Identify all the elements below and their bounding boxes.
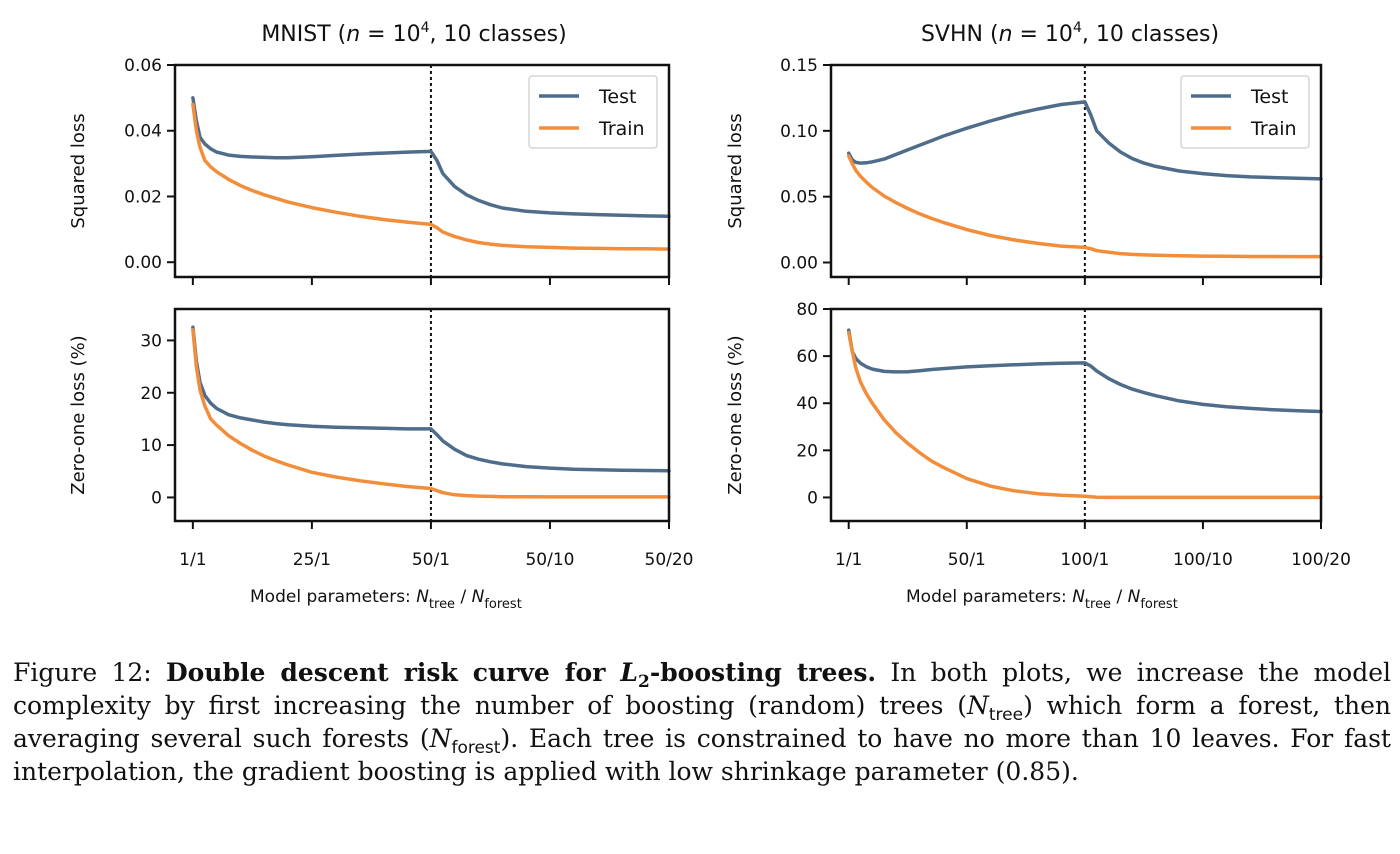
svhn-title: SVHN (n = 104, 10 classes) xyxy=(921,20,1219,47)
y-tick-label: 40 xyxy=(796,394,818,414)
legend-label-train: Train xyxy=(598,118,645,140)
y-tick-label: 0.06 xyxy=(124,56,162,76)
plot-frame xyxy=(173,63,671,279)
y-tick-label: 20 xyxy=(796,441,818,461)
mnist-xaxis-label: Model parameters: Ntree / Nforest xyxy=(250,587,522,612)
caption-text-1: In both plots, we increase the model com… xyxy=(13,658,1392,720)
y-tick-label: 0.10 xyxy=(780,122,818,142)
x-tick-label: 100/10 xyxy=(1173,550,1233,570)
y-tick-label: 0.15 xyxy=(780,56,818,76)
mnist-title: MNIST (n = 104, 10 classes) xyxy=(261,20,566,47)
y-tick-label: 60 xyxy=(796,347,818,367)
plot-frame xyxy=(829,307,1323,523)
caption-text-3: ). Each tree is constrained to have no m… xyxy=(13,724,1391,786)
y-tick-label: 30 xyxy=(140,331,162,351)
y-tick-label: 0 xyxy=(807,488,818,508)
x-tick-label: 50/10 xyxy=(525,550,574,570)
plot-frame xyxy=(173,307,671,523)
legend-box xyxy=(1180,75,1310,149)
y-tick-label: 0.02 xyxy=(124,187,162,207)
caption-text-2: ) which form a forest, then averaging se… xyxy=(13,691,1391,753)
y-tick-label: 0.04 xyxy=(124,122,162,142)
y-axis-label: Squared loss xyxy=(68,113,89,228)
series-line-test xyxy=(191,96,671,218)
figure-panels: MNIST (n = 104, 10 classes) SVHN (n = 10… xyxy=(68,20,1351,612)
x-tick-label: 25/1 xyxy=(293,550,331,570)
y-axis-label: Squared loss xyxy=(725,113,746,228)
x-tick-label: 100/20 xyxy=(1291,550,1351,570)
series-line-train xyxy=(191,102,671,251)
series-line-train xyxy=(846,330,1323,500)
y-tick-label: 0 xyxy=(151,488,162,508)
legend-label-test: Test xyxy=(1250,86,1288,108)
svhn-zero-one-loss-panel: 0 20 40 60 80 1/1 50/1 100/1 100/10 100/20 Zero-on… xyxy=(725,300,1351,570)
y-tick-label: 80 xyxy=(796,300,818,320)
y-tick-label: 10 xyxy=(140,436,162,456)
series-line-train xyxy=(191,328,671,499)
series-line-test xyxy=(191,325,671,473)
y-tick-label: 0.05 xyxy=(780,188,818,208)
svhn-xaxis-label: Model parameters: Ntree / Nforest xyxy=(906,587,1178,612)
series-line-train xyxy=(846,154,1323,259)
figure-caption: Figure 12: Double descent risk curve for… xyxy=(13,658,1392,786)
y-axis-label: Zero-one loss (%) xyxy=(68,335,89,494)
caption-bold-title: Double descent risk curve for L2-boostin… xyxy=(165,658,877,692)
legend-box xyxy=(528,75,658,149)
y-axis-label: Zero-one loss (%) xyxy=(725,335,746,494)
series-line-test xyxy=(846,328,1323,414)
x-tick-label: 50/1 xyxy=(948,550,986,570)
x-tick-label: 100/1 xyxy=(1060,550,1109,570)
y-tick-label: 0.00 xyxy=(124,253,162,273)
y-tick-label: 0.00 xyxy=(780,254,818,274)
x-tick-label: 1/1 xyxy=(835,550,862,570)
x-tick-label: 50/20 xyxy=(645,550,694,570)
y-tick-label: 20 xyxy=(140,384,162,404)
x-tick-label: 50/1 xyxy=(412,550,450,570)
legend-label-test: Test xyxy=(598,86,636,108)
series-line-test xyxy=(846,100,1323,181)
svhn-squared-loss-panel: 0.00 0.05 0.10 0.15 Squared loss Test Train xyxy=(725,56,1323,285)
x-tick-label: 1/1 xyxy=(179,550,206,570)
plot-frame xyxy=(829,63,1323,279)
mnist-zero-one-loss-panel: 0 10 20 30 1/1 25/1 50/1 50/10 50/20 Zero-one los… xyxy=(68,307,694,570)
caption-label: Figure 12: xyxy=(13,658,152,687)
mnist-squared-loss-panel: 0.00 0.02 0.04 0.06 Squared loss Test Train xyxy=(68,56,671,285)
legend-label-train: Train xyxy=(1250,118,1297,140)
